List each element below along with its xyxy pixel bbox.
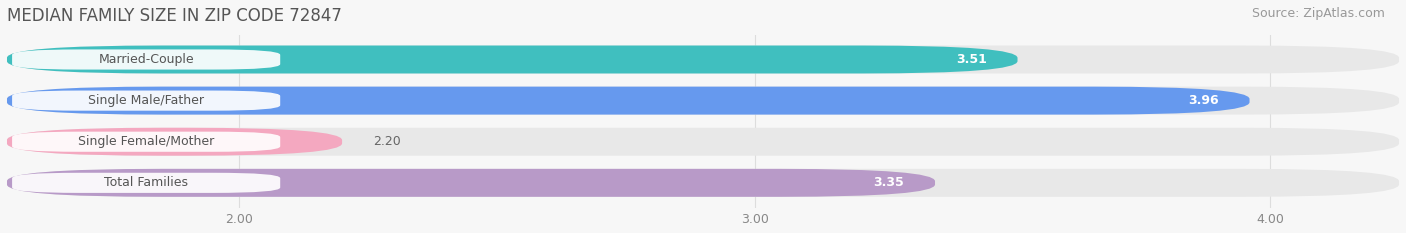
FancyBboxPatch shape [7,45,1018,73]
Text: 2.20: 2.20 [373,135,401,148]
Text: Married-Couple: Married-Couple [98,53,194,66]
FancyBboxPatch shape [7,45,1399,73]
Text: MEDIAN FAMILY SIZE IN ZIP CODE 72847: MEDIAN FAMILY SIZE IN ZIP CODE 72847 [7,7,342,25]
FancyBboxPatch shape [13,49,280,70]
FancyBboxPatch shape [7,169,935,197]
Text: Single Male/Father: Single Male/Father [89,94,204,107]
FancyBboxPatch shape [13,132,280,152]
FancyBboxPatch shape [7,87,1399,115]
Text: Single Female/Mother: Single Female/Mother [77,135,214,148]
FancyBboxPatch shape [7,128,1399,156]
Text: Source: ZipAtlas.com: Source: ZipAtlas.com [1251,7,1385,20]
Text: 3.96: 3.96 [1188,94,1219,107]
FancyBboxPatch shape [7,87,1250,115]
Text: Total Families: Total Families [104,176,188,189]
FancyBboxPatch shape [7,128,342,156]
Text: 3.35: 3.35 [873,176,904,189]
FancyBboxPatch shape [13,173,280,193]
Text: 3.51: 3.51 [956,53,987,66]
FancyBboxPatch shape [7,169,1399,197]
FancyBboxPatch shape [13,91,280,111]
